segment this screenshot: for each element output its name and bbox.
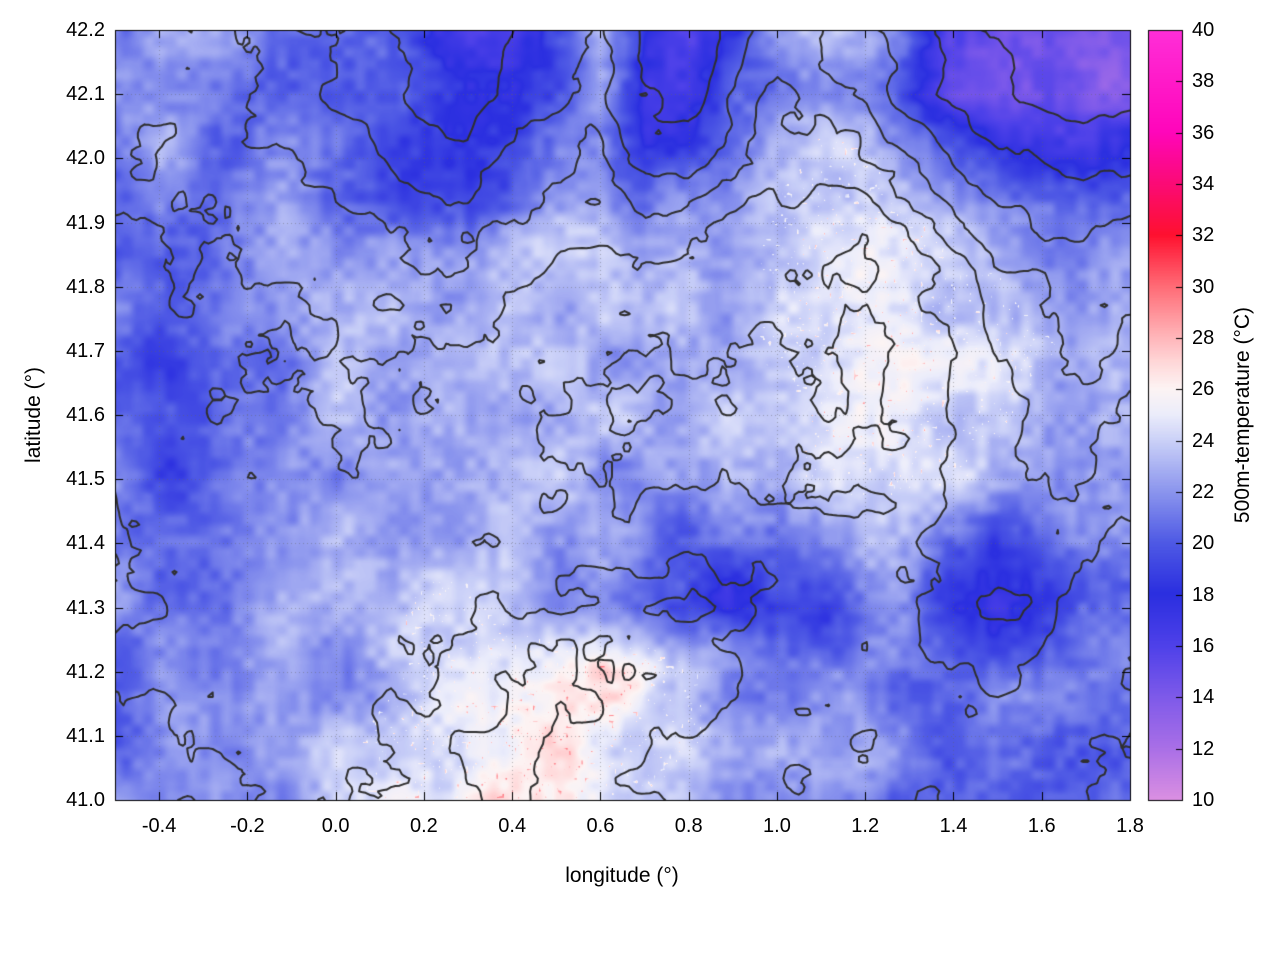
colorbar-tick-label: 10 bbox=[1192, 789, 1215, 811]
y-tick-label: 41.3 bbox=[66, 596, 105, 619]
colorbar-tick-label: 18 bbox=[1192, 583, 1215, 606]
colorbar-tick-label: 26 bbox=[1192, 378, 1215, 401]
colorbar-tick-label: 32 bbox=[1192, 224, 1215, 247]
colorbar-tick-label: 24 bbox=[1192, 429, 1215, 452]
colorbar-tick-label: 38 bbox=[1192, 70, 1215, 93]
y-tick-label: 41.8 bbox=[66, 275, 105, 298]
x-tick-label: 1.4 bbox=[939, 815, 968, 837]
x-tick-label: 1.6 bbox=[1027, 815, 1056, 837]
x-tick-label: 0.6 bbox=[586, 815, 615, 837]
colorbar-tick-label: 28 bbox=[1192, 327, 1215, 349]
y-tick-label: 41.5 bbox=[66, 468, 105, 491]
colorbar-label: 500m-temperature (°C) bbox=[1231, 306, 1254, 524]
colorbar-tick-label: 22 bbox=[1192, 481, 1215, 503]
y-tick-label: 41.1 bbox=[66, 724, 105, 747]
colorbar-tick-label: 16 bbox=[1192, 635, 1215, 657]
y-tick-label: 41.6 bbox=[66, 404, 105, 426]
colorbar-tick-label: 36 bbox=[1192, 121, 1215, 144]
x-tick-label: 0.0 bbox=[321, 815, 350, 837]
colorbar-tick-label: 14 bbox=[1192, 686, 1215, 709]
colorbar-tick-label: 40 bbox=[1192, 19, 1215, 41]
x-tick-label: -0.2 bbox=[230, 815, 265, 837]
colorbar-tick-label: 30 bbox=[1192, 275, 1215, 298]
y-tick-label: 41.2 bbox=[66, 660, 105, 683]
x-tick-label: 1.2 bbox=[851, 815, 880, 837]
y-tick-label: 42.1 bbox=[66, 83, 105, 106]
y-tick-label: 41.4 bbox=[66, 532, 105, 555]
x-tick-label: 1.0 bbox=[763, 815, 791, 837]
x-tick-label: 0.4 bbox=[498, 815, 527, 837]
y-tick-label: 41.0 bbox=[66, 789, 105, 811]
x-tick-label: 0.2 bbox=[410, 815, 438, 837]
y-tick-label: 41.7 bbox=[66, 339, 105, 362]
x-tick-label: 0.8 bbox=[674, 815, 703, 837]
y-tick-label: 42.0 bbox=[66, 147, 105, 170]
colorbar-tick-label: 20 bbox=[1192, 532, 1215, 555]
colorbar-tick-label: 12 bbox=[1192, 737, 1215, 760]
x-tick-label: -0.4 bbox=[141, 815, 177, 837]
y-tick-label: 42.2 bbox=[66, 19, 105, 41]
x-axis-label: longitude (°) bbox=[565, 864, 679, 887]
x-tick-label: 1.8 bbox=[1116, 815, 1144, 837]
colorbar-tick-label: 34 bbox=[1192, 173, 1215, 195]
y-tick-label: 41.9 bbox=[66, 211, 105, 234]
